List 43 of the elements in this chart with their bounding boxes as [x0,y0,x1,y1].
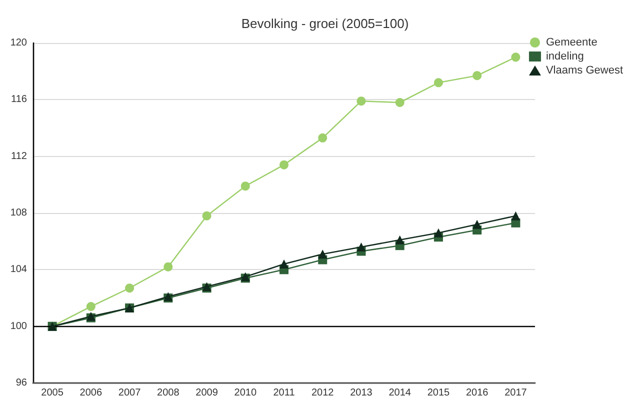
y-tick-label: 108 [10,208,28,218]
legend-label: indeling [546,50,584,62]
point [395,98,404,107]
point [511,211,520,220]
y-tick-label: 112 [11,150,28,162]
point [472,220,482,229]
y-tick-label: 116 [11,94,28,106]
point [511,52,520,62]
point [356,242,366,252]
point [86,302,96,311]
point [125,284,134,293]
x-tick-label: 2009 [196,388,218,398]
x-tick-label: 2011 [273,388,296,398]
legend-label: Vlaams Gewest [546,64,624,76]
point [164,262,173,272]
x-tick-label: 2014 [388,388,412,398]
chart-title: Bevolking - groei (2005=100) [241,16,409,31]
point [434,228,443,238]
point [280,260,288,268]
y-tick-label: 120 [10,38,28,48]
x-tick-label: 2008 [157,388,180,398]
point [318,250,328,259]
point [318,133,328,142]
y-tick-label: 100 [10,320,28,332]
x-tick-label: 2006 [80,388,102,398]
point [240,182,250,191]
point [356,96,366,106]
point [202,211,212,220]
y-tick-label: 104 [10,264,28,276]
x-tick-label: 2007 [118,388,142,398]
x-tick-label: 2015 [427,388,450,398]
y-tick-label: 96 [16,378,28,388]
legend-label: Gemeente [546,36,598,48]
point [280,160,288,170]
x-tick-label: 2012 [311,388,334,398]
x-tick-label: 2010 [234,388,257,398]
x-tick-label: 2016 [466,388,489,398]
x-tick-label: 2005 [41,388,64,398]
x-tick-label: 2013 [350,388,373,398]
x-tick-label: 2017 [504,388,528,398]
point [434,78,443,88]
point [395,235,404,244]
point [472,71,482,80]
